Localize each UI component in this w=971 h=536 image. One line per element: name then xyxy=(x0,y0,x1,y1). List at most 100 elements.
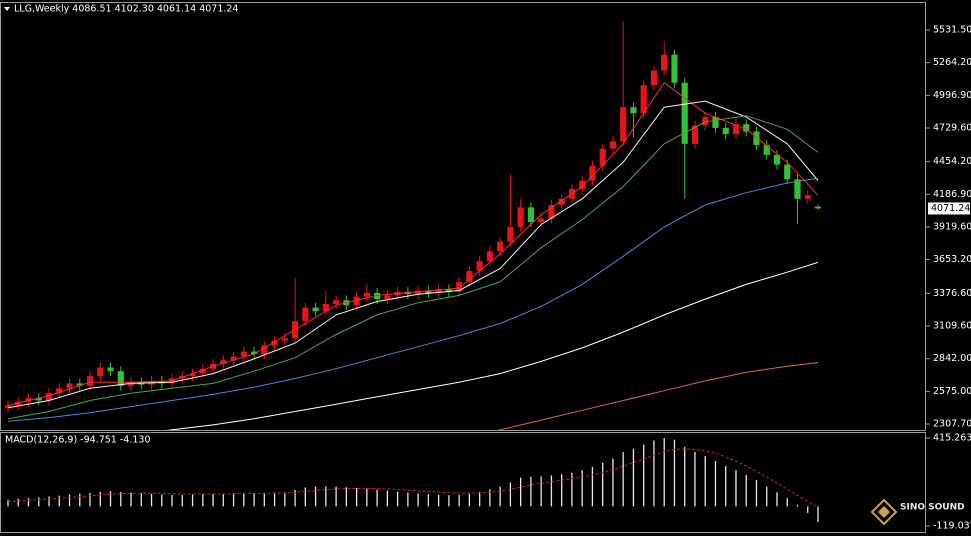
candle-body xyxy=(251,351,258,355)
y-tick-label: 2842.00 xyxy=(933,353,971,364)
price-plot xyxy=(4,21,822,430)
candle-body xyxy=(507,226,514,242)
y-tick-label: 5531.50 xyxy=(933,24,971,35)
candle-body xyxy=(558,198,565,205)
candle-body xyxy=(640,85,647,114)
y-tick-label: 4996.90 xyxy=(933,90,971,101)
candle-body xyxy=(579,180,586,190)
candle-body xyxy=(630,107,637,114)
candle-body xyxy=(445,289,452,292)
candle-body xyxy=(76,383,83,386)
candle-body xyxy=(763,145,770,155)
candle-body xyxy=(415,290,422,295)
candle-body xyxy=(486,251,493,262)
candle-body xyxy=(261,345,268,355)
candle-body xyxy=(517,207,524,227)
candle-body xyxy=(15,401,22,406)
y-tick-label: -119.037 xyxy=(933,520,971,531)
y-tick-label: 2307.70 xyxy=(933,418,971,429)
candle-body xyxy=(25,398,32,402)
moving-average xyxy=(7,177,819,422)
macd-panel-frame xyxy=(0,432,926,533)
candle-body xyxy=(753,131,760,146)
candle-body xyxy=(199,368,206,374)
y-tick-label: 3653.20 xyxy=(933,254,971,265)
last-price-label: 4071.24 xyxy=(931,203,970,214)
watermark-logo-inner xyxy=(878,506,890,518)
candle-body xyxy=(220,360,227,364)
candle-body xyxy=(743,124,750,132)
candle-body xyxy=(722,127,729,135)
candle-body xyxy=(117,371,124,386)
candle-body xyxy=(702,116,709,126)
candle-body xyxy=(732,124,740,135)
candle-body xyxy=(784,164,791,180)
candle-body xyxy=(456,281,463,292)
candle-body xyxy=(353,296,360,306)
candle-body xyxy=(589,165,596,181)
candle-body xyxy=(66,383,73,389)
y-tick-label: 5264.20 xyxy=(933,57,971,68)
candle-body xyxy=(773,154,781,165)
watermark-logo xyxy=(870,498,898,526)
candle-body xyxy=(712,116,719,128)
candle-body xyxy=(538,218,545,223)
candle-body xyxy=(476,261,483,271)
moving-average xyxy=(7,115,819,420)
y-tick-label: 3109.60 xyxy=(933,320,971,331)
last-price-box xyxy=(928,202,970,215)
candle-body xyxy=(527,207,534,223)
candle-body xyxy=(333,300,340,304)
y-tick-label: 3919.60 xyxy=(933,221,971,232)
candle-body xyxy=(599,148,606,166)
moving-average xyxy=(7,100,819,409)
candle-body xyxy=(230,356,237,361)
candle-body xyxy=(804,195,811,199)
candle-body xyxy=(497,241,504,252)
candle-body xyxy=(86,376,94,386)
candle-body xyxy=(620,107,627,142)
candle-body xyxy=(281,338,288,341)
candle-body xyxy=(374,292,381,300)
candle-body xyxy=(794,179,801,199)
candle-body xyxy=(240,351,247,357)
y-tick-label: 3376.60 xyxy=(933,288,971,299)
moving-average xyxy=(166,261,819,430)
candle-body xyxy=(56,388,63,394)
candle-body xyxy=(312,307,319,312)
y-tick-label: 4454.20 xyxy=(933,156,971,167)
menu-arrow xyxy=(4,7,10,11)
candle-body xyxy=(302,307,309,322)
candle-body xyxy=(681,82,688,144)
candle-body xyxy=(107,367,114,372)
candle-body xyxy=(35,398,42,401)
axes: 2307.70 2575.00 2842.00 3109.60 3376.60 3653.… xyxy=(926,24,971,531)
y-tick-label: 4186.90 xyxy=(933,189,971,200)
candle-body xyxy=(45,393,53,401)
candle-body xyxy=(650,70,658,86)
candle-body xyxy=(671,54,678,83)
y-tick-label: 415.263 xyxy=(933,432,971,443)
macd-plot xyxy=(7,438,819,522)
candle-body xyxy=(548,204,555,219)
candle-body xyxy=(661,54,668,71)
candle-body xyxy=(609,141,617,149)
candle-body xyxy=(384,295,391,300)
candle-body xyxy=(363,292,370,297)
macd-title: MACD(12,26,9) -94.751 -4.130 xyxy=(5,435,150,446)
candle-body xyxy=(97,367,104,377)
candle-body xyxy=(4,405,12,408)
watermark-text: SINO SOUND xyxy=(900,503,965,513)
watermark: SINO SOUND xyxy=(870,498,965,526)
y-tick-label: 2575.00 xyxy=(933,386,971,397)
candle-body xyxy=(435,289,442,293)
y-tick-label: 4729.60 xyxy=(933,123,971,134)
candle-body xyxy=(189,373,196,377)
candle-body xyxy=(814,206,822,209)
moving-average xyxy=(496,362,819,430)
candle-body xyxy=(271,340,278,346)
chart-title: LLG,Weekly 4086.51 4102.30 4061.14 4071.… xyxy=(14,4,238,15)
candle-body xyxy=(127,382,135,386)
candle-body xyxy=(466,270,473,282)
